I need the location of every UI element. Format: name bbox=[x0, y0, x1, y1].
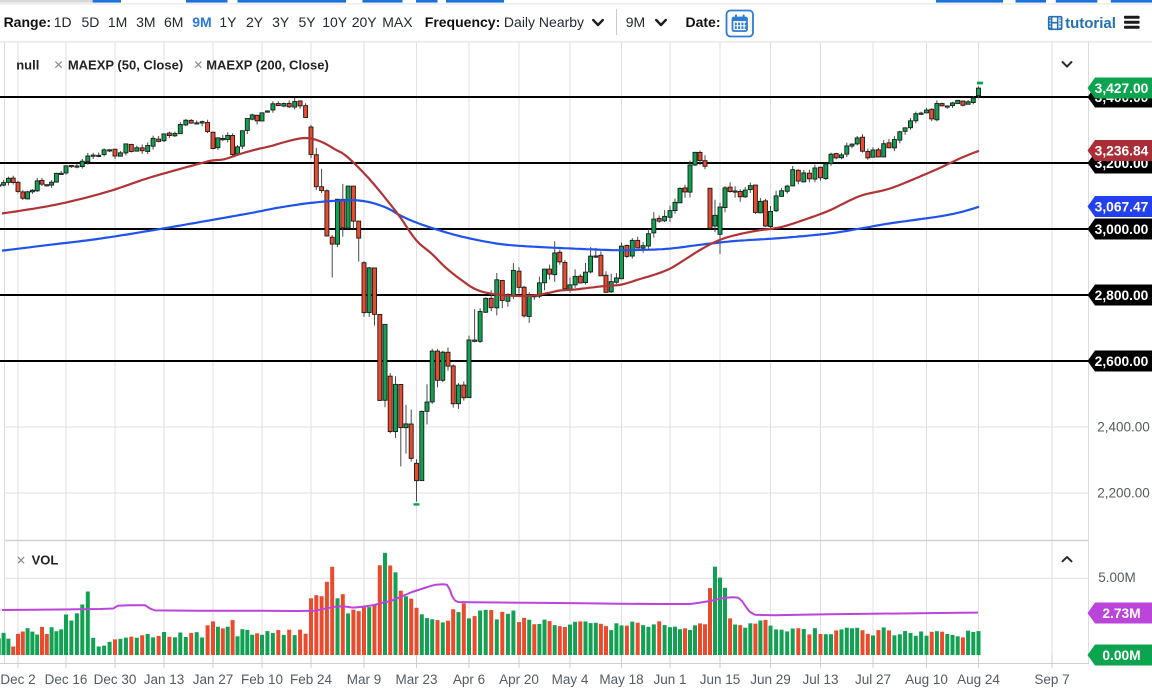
svg-text:5Y: 5Y bbox=[298, 14, 316, 30]
svg-text:5D: 5D bbox=[81, 14, 99, 30]
svg-text:Feb 10: Feb 10 bbox=[241, 672, 283, 687]
svg-text:9M: 9M bbox=[626, 14, 645, 30]
svg-text:3,000.00: 3,000.00 bbox=[1095, 222, 1149, 237]
svg-text:Jun 15: Jun 15 bbox=[700, 672, 741, 687]
svg-text:Jan 13: Jan 13 bbox=[144, 672, 185, 687]
svg-text:MAX: MAX bbox=[382, 14, 413, 30]
svg-text:Aug 24: Aug 24 bbox=[957, 672, 1000, 687]
svg-text:Jun 1: Jun 1 bbox=[653, 672, 686, 687]
svg-text:20Y: 20Y bbox=[352, 14, 378, 30]
svg-text:Dec 30: Dec 30 bbox=[94, 672, 137, 687]
svg-text:5.00M: 5.00M bbox=[1098, 570, 1136, 585]
svg-text:May 4: May 4 bbox=[552, 672, 589, 687]
svg-text:tutorial: tutorial bbox=[1065, 15, 1116, 32]
svg-text:Jun 29: Jun 29 bbox=[750, 672, 791, 687]
svg-text:3,236.84: 3,236.84 bbox=[1095, 143, 1149, 158]
svg-text:2,400.00: 2,400.00 bbox=[1097, 420, 1150, 435]
svg-text:MAEXP (50, Close): MAEXP (50, Close) bbox=[68, 58, 183, 73]
svg-text:VOL: VOL bbox=[32, 553, 59, 568]
svg-text:May 18: May 18 bbox=[599, 672, 643, 687]
svg-text:0.00M: 0.00M bbox=[1102, 648, 1140, 663]
svg-text:2,200.00: 2,200.00 bbox=[1097, 486, 1150, 501]
svg-text:Daily Nearby: Daily Nearby bbox=[504, 14, 584, 30]
svg-text:2.73M: 2.73M bbox=[1102, 606, 1140, 621]
svg-text:6M: 6M bbox=[164, 14, 183, 30]
svg-text:2,800.00: 2,800.00 bbox=[1095, 288, 1149, 303]
svg-text:Dec 16: Dec 16 bbox=[45, 672, 88, 687]
svg-text:2Y: 2Y bbox=[246, 14, 264, 30]
svg-text:Mar 9: Mar 9 bbox=[347, 672, 382, 687]
svg-text:Frequency:: Frequency: bbox=[425, 14, 500, 30]
svg-text:✕: ✕ bbox=[193, 58, 203, 72]
svg-text:Jan 27: Jan 27 bbox=[193, 672, 234, 687]
svg-text:1Y: 1Y bbox=[219, 14, 237, 30]
svg-text:2,600.00: 2,600.00 bbox=[1095, 354, 1149, 369]
svg-text:3Y: 3Y bbox=[272, 14, 290, 30]
svg-text:Jul 27: Jul 27 bbox=[855, 672, 891, 687]
svg-text:null: null bbox=[16, 58, 39, 73]
svg-text:Apr 20: Apr 20 bbox=[499, 672, 539, 687]
svg-text:✕: ✕ bbox=[53, 58, 63, 72]
svg-text:✕: ✕ bbox=[16, 554, 26, 568]
svg-text:9M: 9M bbox=[192, 14, 211, 30]
svg-text:Date:: Date: bbox=[685, 14, 720, 30]
svg-text:1M: 1M bbox=[108, 14, 127, 30]
svg-text:Aug 10: Aug 10 bbox=[905, 672, 948, 687]
svg-text:MAEXP (200, Close): MAEXP (200, Close) bbox=[206, 58, 329, 73]
svg-text:Jul 13: Jul 13 bbox=[802, 672, 838, 687]
svg-text:10Y: 10Y bbox=[322, 14, 348, 30]
svg-text:Feb 24: Feb 24 bbox=[290, 672, 333, 687]
svg-text:Mar 23: Mar 23 bbox=[395, 672, 437, 687]
svg-text:3M: 3M bbox=[136, 14, 155, 30]
svg-text:1D: 1D bbox=[54, 14, 72, 30]
svg-text:3,427.00: 3,427.00 bbox=[1095, 81, 1149, 96]
svg-text:Sep 7: Sep 7 bbox=[1034, 672, 1069, 687]
svg-text:Range:: Range: bbox=[4, 14, 51, 30]
svg-text:3,067.47: 3,067.47 bbox=[1095, 199, 1149, 214]
svg-text:Dec 2: Dec 2 bbox=[0, 672, 35, 687]
svg-text:Apr 6: Apr 6 bbox=[453, 672, 485, 687]
